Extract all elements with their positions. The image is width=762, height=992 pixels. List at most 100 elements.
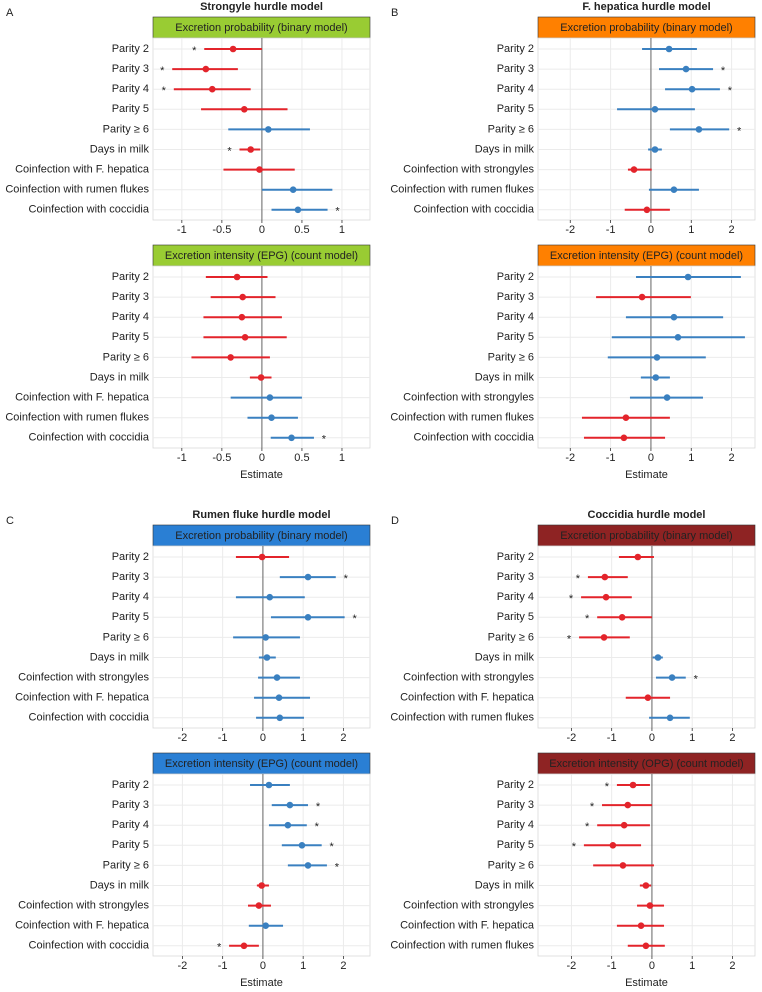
estimate-point [266,394,274,401]
category-label: Coinfection with coccidia [414,432,535,444]
category-label: Coinfection with F. hepatica [400,692,535,704]
estimate-point [624,801,632,809]
estimate-point [239,293,246,301]
x-axis-label: Estimate [625,977,668,989]
category-label: Coinfection with rumen flukes [390,184,534,196]
x-tick-label: -2 [567,732,577,744]
category-label: Parity 3 [497,799,534,811]
x-tick-label: 1 [689,732,695,744]
category-label: Coinfection with coccidia [29,432,150,444]
estimate-point [634,553,642,561]
x-tick-label: 2 [340,960,346,972]
x-tick-label: 0 [260,960,266,972]
significance-star: * [217,942,222,954]
x-tick-label: -1 [607,960,617,972]
x-tick-label: -1 [218,960,228,972]
category-label: Parity 2 [112,43,149,55]
category-label: Coinfection with rumen flukes [390,412,534,424]
category-label: Parity 4 [112,819,149,831]
x-tick-label: 1 [689,960,695,972]
category-label: Coinfection with strongyles [403,900,534,912]
estimate-point [304,862,312,869]
estimate-point [247,146,254,153]
significance-star: * [728,85,733,97]
estimate-point [255,902,263,909]
x-tick-label: 1 [339,452,345,464]
significance-star: * [569,593,574,605]
estimate-point [258,553,266,561]
estimate-point [619,862,627,869]
estimate-point [229,45,237,53]
category-label: Parity 5 [112,331,149,343]
significance-star: * [315,821,320,833]
x-tick-label: 1 [300,732,306,744]
estimate-point [688,85,696,93]
significance-star: * [694,674,699,686]
estimate-point [289,186,297,193]
estimate-point [682,65,690,73]
category-label: Parity 3 [112,63,149,75]
x-tick-label: 1 [688,452,694,464]
x-tick-label: 0 [259,452,265,464]
significance-star: * [585,613,590,625]
x-tick-label: -1 [218,732,228,744]
x-tick-label: 1 [688,224,694,236]
estimate-point [642,882,650,889]
category-label: Parity 3 [112,799,149,811]
category-label: Parity 2 [497,779,534,791]
estimate-point [284,821,292,829]
significance-star: * [322,434,327,446]
x-axis-label: Estimate [240,977,283,989]
category-label: Days in milk [475,143,535,155]
category-label: Parity 3 [497,63,534,75]
panel-header-text: Excretion intensity (EPG) (count model) [165,250,358,262]
category-label: Coinfection with F. hepatica [15,164,150,176]
estimate-point [620,434,628,442]
estimate-point [258,882,266,889]
estimate-point [294,206,302,214]
estimate-point [298,842,306,849]
x-tick-label: -1 [607,732,617,744]
estimate-point [265,126,272,133]
category-label: Days in milk [90,143,150,155]
estimate-point [663,394,671,401]
category-label: Parity ≥ 6 [488,631,534,643]
x-tick-label: 0 [648,224,654,236]
estimate-point [666,714,674,722]
x-tick-label: 2 [729,452,735,464]
estimate-point [257,374,265,381]
category-label: Days in milk [475,651,535,663]
category-label: Parity 4 [497,311,534,323]
estimate-point [208,85,216,93]
significance-star: * [330,841,335,853]
estimate-point [646,902,654,909]
x-tick-label: -2 [565,452,575,464]
category-label: Coinfection with strongyles [403,672,534,684]
estimate-point [240,942,248,950]
x-tick-label: -2 [565,224,575,236]
estimate-point [665,45,673,53]
estimate-point [674,334,682,341]
significance-star: * [227,145,232,157]
x-tick-label: -2 [567,960,577,972]
category-label: Parity 5 [112,839,149,851]
category-label: Days in milk [475,879,535,891]
significance-star: * [352,613,357,625]
significance-star: * [192,45,197,57]
estimate-point [240,106,248,113]
x-tick-label: 0 [259,224,265,236]
estimate-point [643,206,651,214]
category-label: Parity 5 [112,611,149,623]
estimate-point [238,313,246,321]
significance-star: * [316,801,321,813]
x-tick-label: -1 [177,224,187,236]
category-label: Parity 2 [497,271,534,283]
x-tick-label: 0 [649,732,655,744]
category-label: Coinfection with F. hepatica [15,920,150,932]
category-label: Coinfection with strongyles [403,392,534,404]
category-label: Parity 4 [497,591,534,603]
category-label: Parity ≥ 6 [103,631,149,643]
x-tick-label: -0.5 [212,452,231,464]
estimate-point [265,781,273,789]
